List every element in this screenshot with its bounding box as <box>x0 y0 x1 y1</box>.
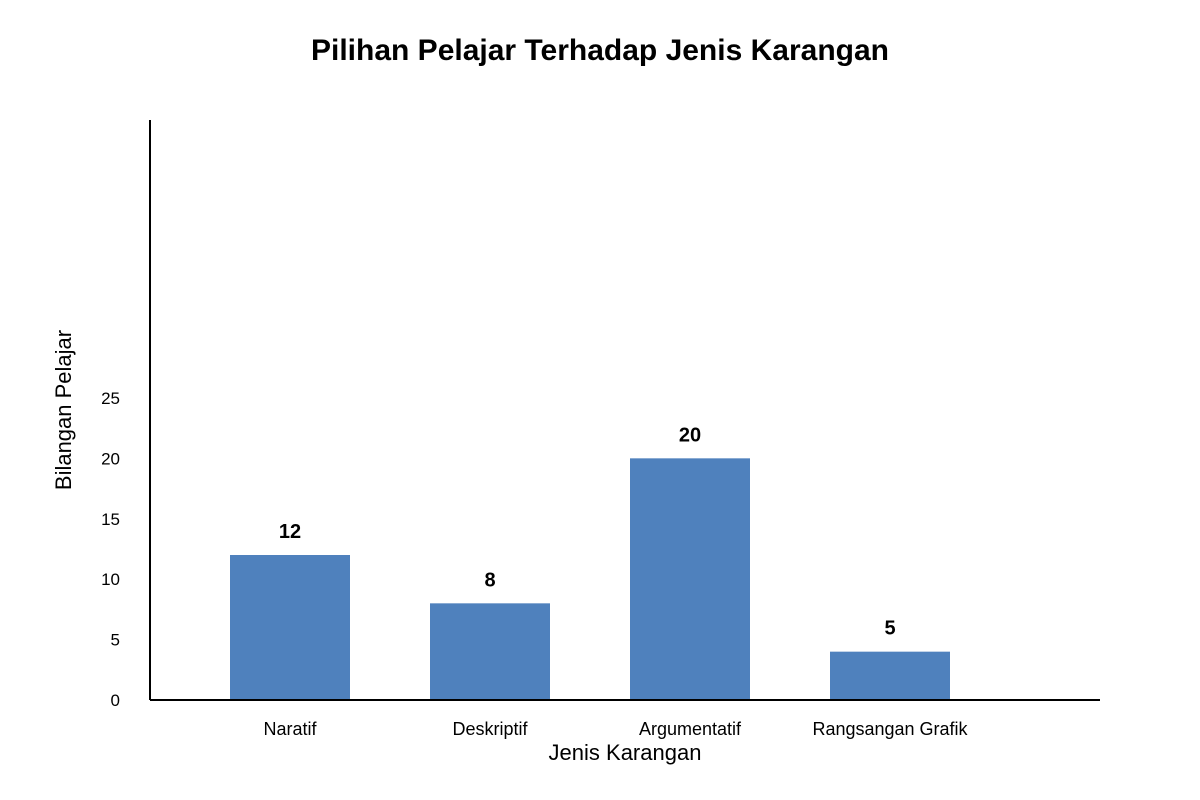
data-label: 20 <box>679 424 701 446</box>
y-tick-label: 10 <box>101 570 120 589</box>
data-label: 5 <box>884 618 895 640</box>
bar-deskriptif <box>430 603 550 700</box>
y-tick-label: 5 <box>111 631 120 650</box>
y-tick-label: 20 <box>101 449 120 468</box>
bar-naratif <box>230 555 350 700</box>
x-tick-label: Argumentatif <box>639 719 742 739</box>
y-tick-label: 0 <box>111 691 120 710</box>
bar-argumentatif <box>630 458 750 700</box>
y-tick-label: 15 <box>101 510 120 529</box>
x-axis-title: Jenis Karangan <box>549 740 702 765</box>
chart-title: Pilihan Pelajar Terhadap Jenis Karangan <box>311 34 889 67</box>
x-axis-ticks: Naratif Deskriptif Argumentatif Rangsangan … <box>263 719 968 739</box>
data-label: 12 <box>279 521 301 543</box>
data-labels-layer: 12 8 20 5 <box>279 424 896 639</box>
y-axis-title: Bilangan Pelajar <box>51 330 76 490</box>
x-tick-label: Rangsangan Grafik <box>812 719 968 739</box>
bars-layer <box>230 458 950 700</box>
x-tick-label: Deskriptif <box>452 719 528 739</box>
y-axis-ticks: 0 5 10 15 20 25 <box>101 389 120 710</box>
y-tick-label: 25 <box>101 389 120 408</box>
bar-rangsangan-grafik <box>830 651 950 700</box>
x-tick-label: Naratif <box>263 719 317 739</box>
data-label: 8 <box>484 569 495 591</box>
